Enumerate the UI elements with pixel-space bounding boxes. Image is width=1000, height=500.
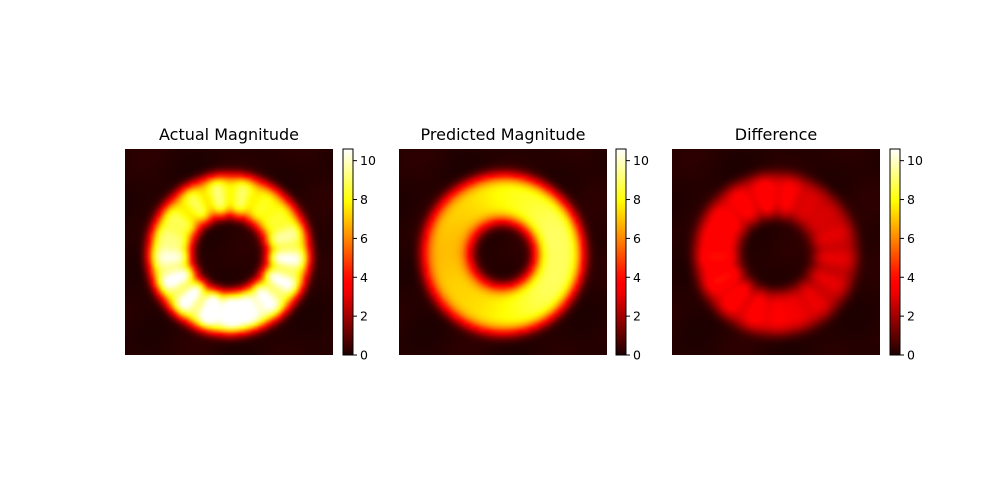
colorbar-tick-label: 4: [907, 270, 915, 285]
colorbar-tick-label: 8: [633, 192, 641, 207]
heatmap-image: [672, 149, 880, 355]
colorbar-tick-label: 0: [360, 348, 368, 363]
colorbar-tick-label: 10: [633, 153, 649, 168]
panel-title: Difference: [735, 125, 817, 144]
colorbar-gradient: [890, 149, 900, 355]
colorbar-tick-label: 6: [907, 231, 915, 246]
colorbar-frame: [342, 148, 354, 356]
colorbar-tick-label: 6: [633, 231, 641, 246]
colorbar-tick-label: 2: [907, 309, 915, 324]
colorbar-tick-label: 8: [360, 192, 368, 207]
colorbar-frame: [889, 148, 901, 356]
panel-title: Actual Magnitude: [159, 125, 299, 144]
colorbar: 0 2 4 6 8 10: [889, 148, 923, 363]
colorbar-frame: [615, 148, 627, 356]
colorbar-tick-label: 0: [633, 348, 641, 363]
heatmap-image: [125, 149, 333, 355]
colorbar-gradient: [343, 149, 353, 355]
colorbar-tick-label: 2: [360, 309, 368, 324]
colorbar-tick-label: 8: [907, 192, 915, 207]
colorbar-tick-label: 10: [907, 153, 923, 168]
colorbar-gradient: [616, 149, 626, 355]
panel-3: Difference 0 2 4 6 8 10: [672, 125, 923, 363]
colorbar: 0 2 4 6 8 10: [615, 148, 649, 363]
colorbar: 0 2 4 6 8 10: [342, 148, 376, 363]
heatmap-image: [399, 149, 607, 355]
panel-1: Actual Magnitude 0 2 4 6 8 10: [125, 125, 376, 363]
colorbar-tick-label: 6: [360, 231, 368, 246]
panel-2: Predicted Magnitude 0 2 4 6 8 10: [399, 125, 649, 363]
colorbar-tick-label: 2: [633, 309, 641, 324]
colorbar-tick-label: 10: [360, 153, 376, 168]
panel-title: Predicted Magnitude: [421, 125, 586, 144]
colorbar-tick-label: 0: [907, 348, 915, 363]
colorbar-tick-label: 4: [360, 270, 368, 285]
colorbar-tick-label: 4: [633, 270, 641, 285]
